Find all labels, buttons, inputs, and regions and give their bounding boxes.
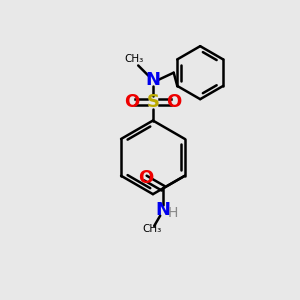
Text: O: O xyxy=(124,93,140,111)
Text: H: H xyxy=(167,206,178,220)
Text: CH₃: CH₃ xyxy=(124,54,143,64)
Text: O: O xyxy=(138,169,153,187)
Text: N: N xyxy=(146,71,160,89)
Text: S: S xyxy=(146,93,159,111)
Text: O: O xyxy=(167,93,182,111)
Text: N: N xyxy=(156,201,171,219)
Text: CH₃: CH₃ xyxy=(142,224,162,235)
